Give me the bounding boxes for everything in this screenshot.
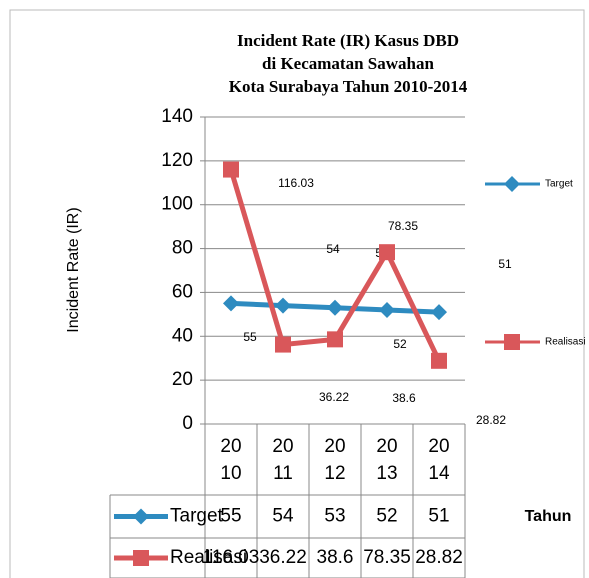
table-cell: 38.6 [317, 547, 354, 568]
data-label: 116.03 [278, 176, 314, 190]
x-tick-label: 20 14 [428, 436, 450, 484]
y-tick-label: 80 [172, 238, 193, 259]
y-tick-label: 120 [161, 150, 193, 171]
table-legend-marker [133, 550, 149, 566]
table-cell: 53 [324, 506, 345, 527]
table-cell: 116.03 [203, 547, 260, 568]
table-row-header: Realisasi [170, 547, 247, 568]
data-point [223, 295, 239, 312]
data-point [431, 304, 447, 321]
legend-label: Realisasi [545, 337, 586, 348]
data-label: 52 [393, 337, 407, 351]
table-cell: 52 [376, 506, 397, 527]
x-tick-label: 20 13 [376, 436, 397, 484]
table-cell: 78.35 [363, 547, 411, 568]
data-point [275, 297, 291, 314]
data-label: 36.22 [319, 390, 349, 404]
data-point [431, 352, 447, 369]
y-tick-label: 0 [182, 413, 193, 434]
legend-marker [504, 176, 520, 192]
y-axis-label: Incident Rate (IR) [65, 207, 82, 332]
data-label: 28.82 [476, 413, 506, 427]
x-tick-label: 20 10 [220, 436, 241, 484]
x-tick-label: 20 12 [324, 436, 345, 484]
table-cell: 55 [220, 506, 241, 527]
chart-title: Kota Surabaya Tahun 2010-2014 [229, 77, 468, 96]
y-tick-label: 20 [172, 369, 193, 390]
chart-title: di Kecamatan Sawahan [262, 54, 434, 73]
data-point [327, 299, 343, 316]
legend-marker [504, 334, 520, 350]
x-axis-label: Tahun [525, 508, 572, 525]
y-tick-label: 140 [161, 106, 193, 127]
data-label: 51 [498, 257, 512, 271]
data-point [275, 336, 291, 353]
table-cell: 28.82 [415, 547, 463, 568]
data-label: 38.6 [392, 391, 416, 405]
data-point [379, 301, 395, 318]
table-cell: 54 [272, 506, 294, 527]
data-point [327, 331, 343, 348]
chart-title: Incident Rate (IR) Kasus DBD [237, 31, 459, 50]
y-tick-label: 100 [161, 194, 193, 215]
data-label: 55 [243, 330, 257, 344]
data-point [379, 244, 395, 261]
y-tick-label: 40 [172, 325, 193, 346]
table-legend-marker [133, 508, 149, 525]
x-tick-label: 20 11 [272, 436, 293, 484]
table-cell: 51 [428, 506, 449, 527]
legend-label: Target [545, 179, 573, 190]
chart-border [9, 9, 585, 578]
data-point [223, 161, 239, 178]
data-label: 78.35 [388, 219, 418, 233]
table-cell: 36.22 [259, 547, 307, 568]
table-row-header: Target [170, 506, 224, 527]
data-label: 54 [326, 242, 340, 256]
y-tick-label: 60 [172, 281, 193, 302]
